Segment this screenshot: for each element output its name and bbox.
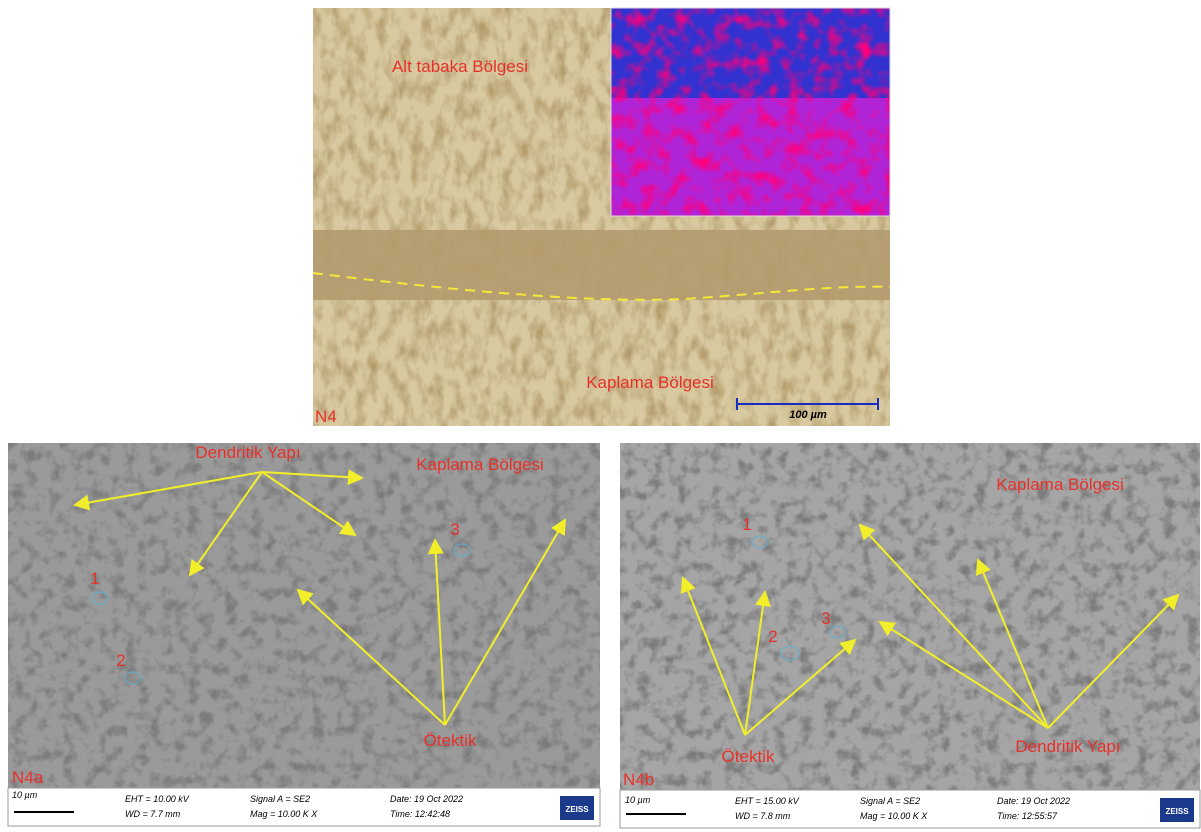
info: EHT = 10.00 kV xyxy=(125,794,190,804)
info: Signal A = SE2 xyxy=(250,794,310,804)
scale-label: 100 µm xyxy=(789,409,827,421)
sample-label: N4 xyxy=(315,407,337,426)
region-label: Kaplama Bölgesi xyxy=(586,373,714,392)
info: Date: 19 Oct 2022 xyxy=(390,794,463,804)
brand-logo: ZEISS xyxy=(1165,807,1189,816)
scale-label: 10 µm xyxy=(625,795,651,805)
region-label: Kaplama Bölgesi xyxy=(996,475,1124,494)
scale-label: 10 µm xyxy=(12,790,38,800)
region-label: Alt tabaka Bölgesi xyxy=(392,57,528,76)
point-label: 3 xyxy=(821,609,830,628)
info: EHT = 15.00 kV xyxy=(735,796,800,806)
info: Time: 12:55:57 xyxy=(997,811,1058,821)
point-label: 3 xyxy=(450,520,459,539)
info: Date: 19 Oct 2022 xyxy=(997,796,1070,806)
sem-image-right: Kaplama Bölgesi 1 2 3 Ötektik Dendritik … xyxy=(619,443,1201,829)
point-label: 1 xyxy=(90,569,99,588)
info: Signal A = SE2 xyxy=(860,796,920,806)
info: Time: 12:42:48 xyxy=(390,809,450,819)
info: WD = 7.7 mm xyxy=(125,809,181,819)
region-label: Kaplama Bölgesi xyxy=(416,455,544,474)
optical-image: Alt tabaka Bölgesi Kaplama Bölgesi N4 10… xyxy=(312,7,891,426)
info: Mag = 10.00 K X xyxy=(250,809,318,819)
sample-label: N4a xyxy=(12,768,44,787)
point-label: 1 xyxy=(742,515,751,534)
sem-image-left: Dendritik Yapı Kaplama Bölgesi 1 2 3 Öte… xyxy=(7,443,601,827)
eutectic-label: Ötektik xyxy=(722,747,775,766)
info: WD = 7.8 mm xyxy=(735,811,791,821)
sample-label: N4b xyxy=(623,770,654,789)
structure-label: Dendritik Yapı xyxy=(195,443,300,462)
structure-label: Dendritik Yapı xyxy=(1015,737,1120,756)
info: Mag = 10.00 K X xyxy=(860,811,928,821)
point-label: 2 xyxy=(116,651,125,670)
eutectic-label: Ötektik xyxy=(424,731,477,750)
point-label: 2 xyxy=(768,627,777,646)
brand-logo: ZEISS xyxy=(565,805,589,814)
